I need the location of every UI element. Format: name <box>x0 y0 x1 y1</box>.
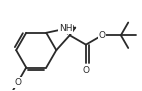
Text: O: O <box>82 66 89 75</box>
Text: O: O <box>99 31 106 40</box>
Text: O: O <box>14 78 21 87</box>
Text: NH: NH <box>59 24 73 33</box>
